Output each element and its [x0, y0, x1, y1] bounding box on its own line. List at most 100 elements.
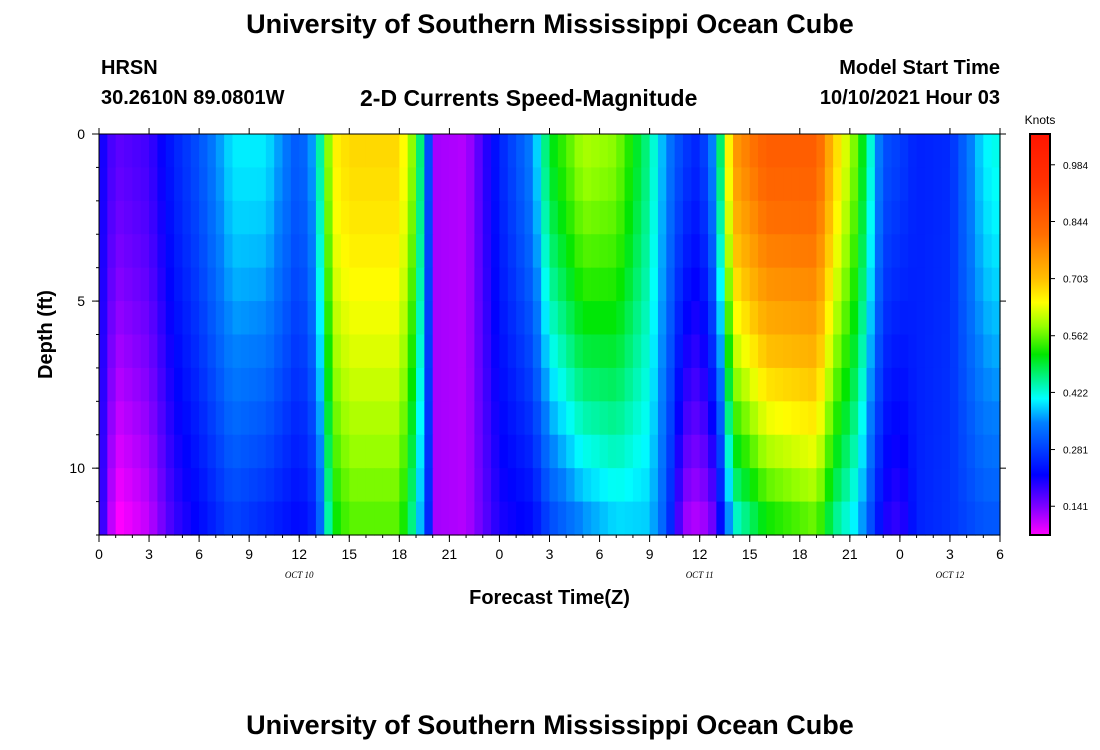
heatmap-cell	[899, 301, 909, 336]
heatmap-cell	[824, 367, 834, 402]
heatmap-cell	[958, 367, 968, 402]
heatmap-cell	[616, 501, 626, 536]
heatmap-cell	[924, 200, 934, 235]
heatmap-cell	[507, 301, 517, 336]
heatmap-cell	[541, 367, 551, 402]
heatmap-cell	[741, 468, 751, 503]
heatmap-cell	[149, 501, 158, 536]
heatmap-cell	[666, 167, 676, 202]
heatmap-cell	[174, 301, 184, 336]
heatmap-cell	[799, 167, 809, 202]
heatmap-cell	[708, 434, 717, 469]
heatmap-cell	[941, 301, 951, 336]
heatmap-cell	[174, 468, 184, 503]
heatmap-cell	[407, 134, 417, 169]
heatmap-cell	[407, 234, 417, 269]
heatmap-cell	[157, 334, 167, 369]
heatmap-cell	[758, 134, 768, 169]
heatmap-cell	[816, 267, 826, 302]
heatmap-cell	[340, 167, 350, 202]
heatmap-cell	[557, 501, 567, 536]
heatmap-cell	[382, 301, 392, 336]
heatmap-cell	[766, 468, 776, 503]
heatmap-cell	[424, 434, 434, 469]
heatmap-cell	[624, 468, 634, 503]
heatmap-cell	[899, 434, 909, 469]
heatmap-cell	[349, 267, 359, 302]
heatmap-cell	[991, 501, 1001, 536]
heatmap-cell	[541, 234, 551, 269]
heatmap-cell	[215, 334, 225, 369]
heatmap-cell	[716, 134, 726, 169]
heatmap-cell	[449, 434, 459, 469]
heatmap-cell	[724, 367, 734, 402]
heatmap-cell	[632, 367, 642, 402]
heatmap-cell	[115, 167, 125, 202]
heatmap-cell	[474, 501, 484, 536]
heatmap-cell	[432, 367, 442, 402]
heatmap-cell	[591, 468, 601, 503]
heatmap-cell	[966, 167, 976, 202]
heatmap-cell	[574, 334, 584, 369]
heatmap-cell	[691, 167, 701, 202]
heatmap-cell	[416, 167, 425, 202]
heatmap-cell	[290, 434, 300, 469]
heatmap-cell	[299, 501, 309, 536]
heatmap-cell	[616, 134, 626, 169]
heatmap-cell	[315, 501, 325, 536]
x-tick-label: 15	[341, 546, 357, 562]
heatmap-cell	[307, 200, 317, 235]
heatmap-cell	[365, 501, 375, 536]
heatmap-cell	[599, 501, 609, 536]
heatmap-cell	[974, 334, 984, 369]
heatmap-cell	[182, 134, 192, 169]
heatmap-cell	[933, 468, 943, 503]
heatmap-cell	[407, 501, 417, 536]
heatmap-cell	[657, 501, 667, 536]
heatmap-cell	[265, 267, 275, 302]
heatmap-cell	[416, 267, 425, 302]
heatmap-cell	[357, 434, 367, 469]
heatmap-cell	[265, 501, 275, 536]
x-tick-label: 3	[546, 546, 554, 562]
heatmap-cell	[482, 501, 492, 536]
heatmap-cell	[115, 234, 125, 269]
heatmap-cell	[808, 501, 818, 536]
heatmap-cell	[733, 434, 742, 469]
heatmap-cell	[491, 501, 501, 536]
heatmap-cell	[899, 167, 909, 202]
colorbar-scale	[1029, 133, 1051, 536]
heatmap-cell	[924, 334, 934, 369]
heatmap-cell	[724, 434, 734, 469]
heatmap-cell	[666, 468, 676, 503]
heatmap-cell	[724, 468, 734, 503]
heatmap-cell	[858, 200, 868, 235]
heatmap-cell	[182, 468, 192, 503]
heatmap-cell	[332, 367, 342, 402]
heatmap-cell	[733, 301, 742, 336]
heatmap-cell	[849, 234, 859, 269]
heatmap-cell	[499, 334, 509, 369]
heatmap-cell	[524, 167, 534, 202]
heatmap-cell	[974, 501, 984, 536]
heatmap-cell	[716, 401, 726, 436]
heatmap-cell	[716, 234, 726, 269]
heatmap-cell	[949, 468, 959, 503]
heatmap-cell	[849, 301, 859, 336]
heatmap-cell	[799, 434, 809, 469]
heatmap-cell	[691, 367, 701, 402]
heatmap-cell	[224, 334, 234, 369]
heatmap-cell	[474, 401, 484, 436]
heatmap-cell	[574, 134, 584, 169]
heatmap-cell	[974, 367, 984, 402]
heatmap-cell	[749, 334, 759, 369]
x-tick-label: 3	[145, 546, 153, 562]
heatmap-cell	[833, 434, 843, 469]
heatmap-cell	[616, 267, 626, 302]
heatmap-cell	[324, 367, 334, 402]
heatmap-cell	[974, 234, 984, 269]
heatmap-cell	[441, 167, 450, 202]
heatmap-cell	[249, 367, 259, 402]
heatmap-cell	[949, 401, 959, 436]
heatmap-cell	[908, 200, 918, 235]
